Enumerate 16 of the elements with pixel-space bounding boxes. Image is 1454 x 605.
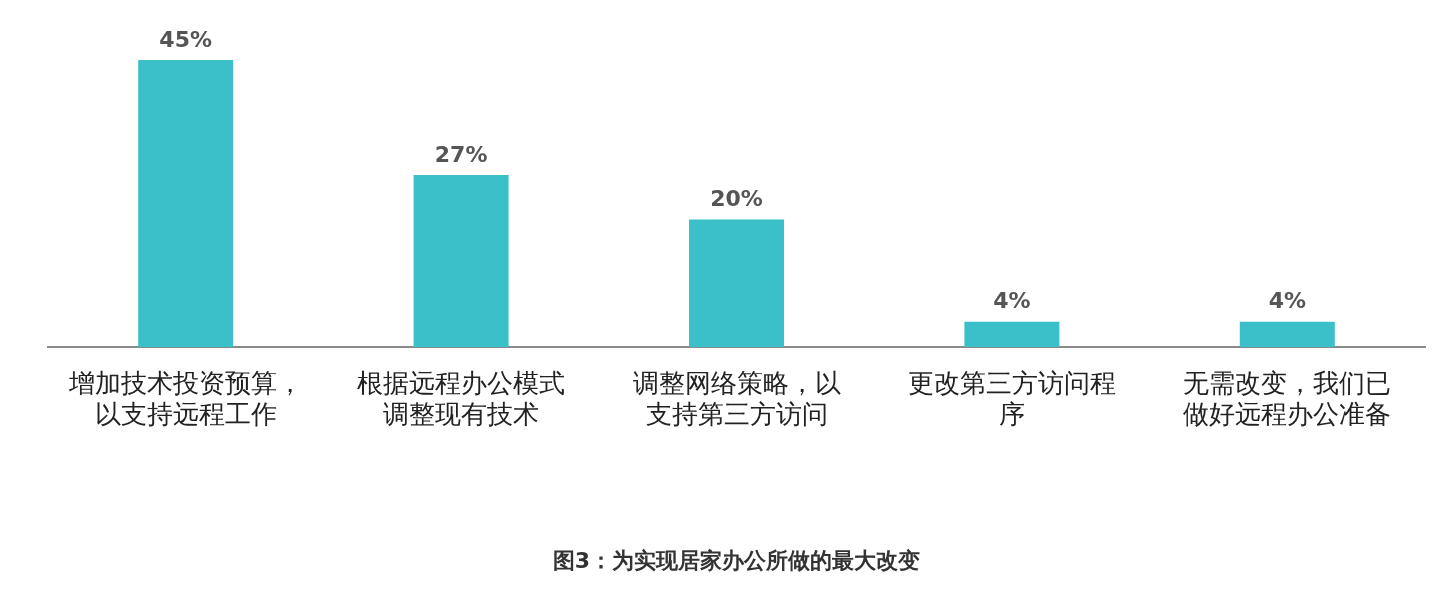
data-label: 27% bbox=[434, 141, 488, 167]
data-label: 4% bbox=[1268, 288, 1306, 314]
bar bbox=[688, 219, 785, 348]
bar bbox=[138, 60, 234, 348]
text: 图3：为实现居家办公所做的最大改变 bbox=[552, 547, 921, 573]
data-label: 45% bbox=[159, 26, 213, 52]
x-tick-label: 根据远程办公模式调整现有技术 bbox=[357, 367, 566, 429]
x-tick-label: 增加技术投资预算，以支持远程工作 bbox=[67, 367, 303, 429]
bar bbox=[964, 321, 1060, 348]
data-label: 4% bbox=[993, 288, 1031, 314]
x-tick-label: 无需改变，我们已做好远程办公准备 bbox=[1183, 367, 1392, 429]
x-tick-label: 更改第三方访问程序 bbox=[907, 367, 1116, 429]
data-label: 20% bbox=[710, 186, 763, 212]
x-tick-label: 调整网络策略，以支持第三方访问 bbox=[632, 367, 841, 429]
bar bbox=[1239, 321, 1335, 348]
bar bbox=[413, 174, 509, 348]
